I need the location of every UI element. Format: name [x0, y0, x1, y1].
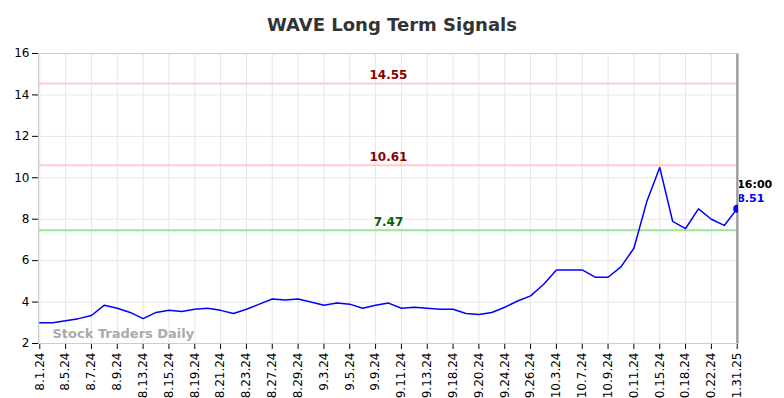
svg-text:Stock Traders Daily: Stock Traders Daily: [53, 326, 195, 341]
svg-text:8.13.24: 8.13.24: [136, 353, 150, 398]
svg-text:8: 8: [22, 212, 30, 226]
svg-text:10: 10: [14, 171, 29, 185]
svg-text:10.11.24: 10.11.24: [627, 353, 641, 398]
svg-text:8.27.24: 8.27.24: [265, 353, 279, 398]
svg-text:8.21.24: 8.21.24: [213, 353, 227, 398]
svg-text:8.7.24: 8.7.24: [84, 353, 98, 391]
svg-text:8.29.24: 8.29.24: [291, 353, 305, 398]
svg-text:4: 4: [22, 295, 30, 309]
html-text:WAVE Long Term Signals: WAVE Long Term Signals: [267, 14, 517, 35]
svg-text:8.15.24: 8.15.24: [162, 353, 176, 398]
svg-text:9.9.24: 9.9.24: [368, 353, 382, 391]
svg-text:9.26.24: 9.26.24: [523, 353, 537, 398]
svg-text:16: 16: [14, 46, 29, 60]
svg-text:10.9.24: 10.9.24: [601, 353, 615, 398]
svg-text:10.18.24: 10.18.24: [678, 353, 692, 398]
svg-text:10.7.24: 10.7.24: [575, 353, 589, 398]
svg-text:7.47: 7.47: [374, 215, 404, 229]
svg-text:2: 2: [22, 336, 30, 350]
svg-text:8.23.24: 8.23.24: [239, 353, 253, 398]
svg-text:14.55: 14.55: [370, 68, 408, 82]
svg-text:9.24.24: 9.24.24: [498, 353, 512, 398]
svg-text:16:00: 16:00: [737, 178, 772, 191]
svg-text:9.11.24: 9.11.24: [394, 353, 408, 398]
svg-text:6: 6: [22, 253, 30, 267]
svg-text:10.15.24: 10.15.24: [653, 353, 667, 398]
svg-text:8.19.24: 8.19.24: [188, 353, 202, 398]
svg-text:1.31.25: 1.31.25: [730, 353, 744, 398]
svg-text:14: 14: [14, 88, 29, 102]
svg-text:9.5.24: 9.5.24: [343, 353, 357, 391]
svg-text:9.3.24: 9.3.24: [317, 353, 331, 391]
svg-text:9.18.24: 9.18.24: [446, 353, 460, 398]
svg-text:8.5.24: 8.5.24: [58, 353, 72, 391]
svg-text:8.51: 8.51: [737, 192, 764, 205]
svg-text:10.3.24: 10.3.24: [549, 353, 563, 398]
svg-text:10.61: 10.61: [370, 150, 408, 164]
svg-text:12: 12: [14, 129, 29, 143]
svg-text:8.9.24: 8.9.24: [110, 353, 124, 391]
svg-text:8.1.24: 8.1.24: [33, 353, 47, 391]
svg-text:9.13.24: 9.13.24: [420, 353, 434, 398]
svg-text:9.20.24: 9.20.24: [472, 353, 486, 398]
svg-text:10.22.24: 10.22.24: [704, 353, 718, 398]
